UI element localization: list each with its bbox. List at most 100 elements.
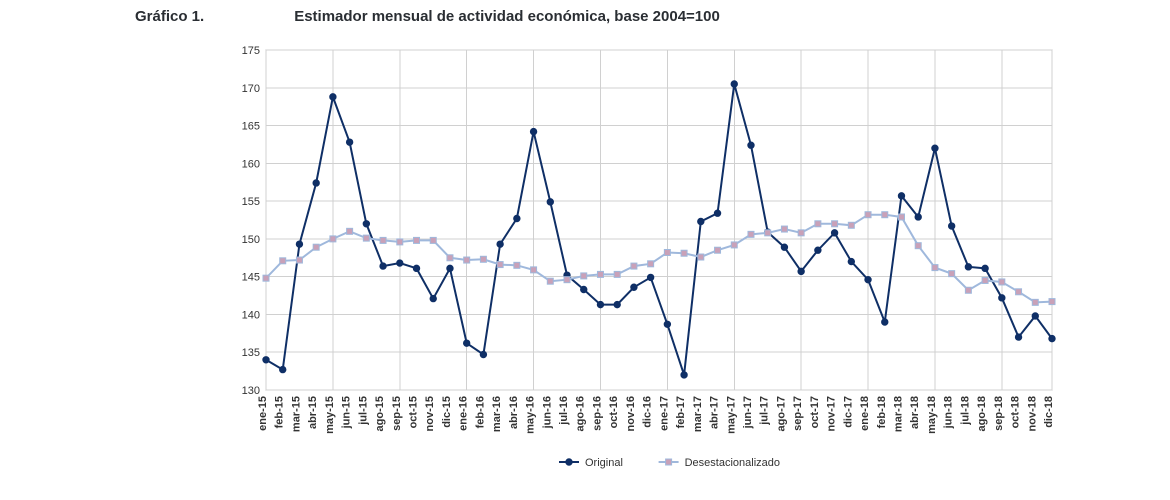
marker-desestacionalizado <box>681 250 687 256</box>
x-tick-label: mar-15 <box>290 396 302 432</box>
marker-desestacionalizado <box>1016 289 1022 295</box>
chart-svg: 130135140145150155160165170175ene-15feb-… <box>230 40 1060 480</box>
marker-original <box>798 268 804 274</box>
marker-original <box>547 199 553 205</box>
x-tick-label: feb-15 <box>274 396 286 428</box>
marker-desestacionalizado <box>848 222 854 228</box>
x-tick-label: abr-16 <box>508 396 520 429</box>
marker-desestacionalizado <box>815 221 821 227</box>
marker-desestacionalizado <box>832 221 838 227</box>
marker-desestacionalizado <box>380 237 386 243</box>
marker-original <box>748 142 754 148</box>
x-tick-label: ene-18 <box>859 396 871 431</box>
chart-container: 130135140145150155160165170175ene-15feb-… <box>230 40 1060 480</box>
x-tick-label: abr-18 <box>909 396 921 429</box>
marker-desestacionalizado <box>497 262 503 268</box>
y-tick-label: 140 <box>242 309 260 321</box>
legend-label: Original <box>585 457 623 469</box>
marker-desestacionalizado <box>1032 299 1038 305</box>
y-tick-label: 175 <box>242 45 260 57</box>
x-tick-label: jul-16 <box>558 396 570 426</box>
marker-original <box>915 214 921 220</box>
marker-original <box>948 223 954 229</box>
marker-original <box>397 260 403 266</box>
x-tick-label: feb-18 <box>876 396 888 428</box>
marker-desestacionalizado <box>648 261 654 267</box>
marker-original <box>430 295 436 301</box>
x-tick-label: sep-17 <box>792 396 804 431</box>
x-tick-label: feb-17 <box>675 396 687 428</box>
x-tick-label: ene-17 <box>658 396 670 431</box>
x-tick-label: dic-15 <box>441 396 453 428</box>
marker-original <box>698 218 704 224</box>
x-tick-label: jun-17 <box>742 396 754 429</box>
legend-label: Desestacionalizado <box>685 457 780 469</box>
x-tick-label: jun-16 <box>541 396 553 429</box>
marker-desestacionalizado <box>330 236 336 242</box>
x-tick-label: mar-18 <box>892 396 904 432</box>
marker-desestacionalizado <box>280 258 286 264</box>
y-tick-label: 145 <box>242 272 260 284</box>
y-tick-label: 130 <box>242 385 260 397</box>
marker-original <box>330 94 336 100</box>
x-tick-label: may-15 <box>324 396 336 434</box>
marker-desestacionalizado <box>581 273 587 279</box>
x-tick-label: oct-17 <box>809 396 821 428</box>
x-tick-label: sep-16 <box>591 396 603 431</box>
x-tick-label: jun-15 <box>341 396 353 429</box>
marker-desestacionalizado <box>715 247 721 253</box>
marker-original <box>1049 335 1055 341</box>
marker-original <box>497 241 503 247</box>
x-tick-label: jun-18 <box>943 396 955 429</box>
marker-original <box>597 301 603 307</box>
marker-desestacionalizado <box>915 243 921 249</box>
marker-desestacionalizado <box>1049 299 1055 305</box>
marker-original <box>781 244 787 250</box>
series-line-desestacionalizado <box>266 215 1052 303</box>
marker-desestacionalizado <box>865 212 871 218</box>
x-tick-label: abr-15 <box>307 396 319 429</box>
marker-original <box>380 263 386 269</box>
marker-desestacionalizado <box>296 257 302 263</box>
marker-desestacionalizado <box>397 239 403 245</box>
marker-original <box>882 319 888 325</box>
marker-original <box>1015 334 1021 340</box>
legend: Original Desestacionalizado <box>559 457 780 469</box>
marker-original <box>1032 313 1038 319</box>
x-tick-label: nov-15 <box>424 396 436 431</box>
x-tick-label: jul-17 <box>759 396 771 426</box>
x-tick-label: oct-18 <box>1010 396 1022 428</box>
x-tick-label: ene-15 <box>257 396 269 431</box>
marker-desestacionalizado <box>731 242 737 248</box>
marker-desestacionalizado <box>464 257 470 263</box>
marker-original <box>815 247 821 253</box>
marker-desestacionalizado <box>531 267 537 273</box>
x-tick-label: sep-18 <box>993 396 1005 431</box>
marker-original <box>831 230 837 236</box>
marker-desestacionalizado <box>480 256 486 262</box>
marker-desestacionalizado <box>447 255 453 261</box>
x-tick-label: may-16 <box>525 396 537 434</box>
x-tick-label: sep-15 <box>391 396 403 431</box>
marker-desestacionalizado <box>765 230 771 236</box>
y-tick-label: 135 <box>242 347 260 359</box>
x-tick-label: oct-16 <box>608 396 620 428</box>
marker-desestacionalizado <box>949 271 955 277</box>
marker-original <box>447 265 453 271</box>
marker-desestacionalizado <box>882 212 888 218</box>
marker-desestacionalizado <box>514 262 520 268</box>
x-tick-label: abr-17 <box>709 396 721 429</box>
marker-original <box>982 265 988 271</box>
marker-original <box>999 295 1005 301</box>
marker-desestacionalizado <box>982 277 988 283</box>
marker-original <box>647 274 653 280</box>
marker-desestacionalizado <box>898 214 904 220</box>
x-tick-label: ago-18 <box>976 396 988 431</box>
y-tick-label: 160 <box>242 158 260 170</box>
x-tick-label: nov-18 <box>1026 396 1038 431</box>
marker-desestacionalizado <box>564 277 570 283</box>
marker-original <box>932 145 938 151</box>
x-tick-label: ene-16 <box>458 396 470 431</box>
x-tick-label: jul-15 <box>357 396 369 426</box>
marker-original <box>714 210 720 216</box>
